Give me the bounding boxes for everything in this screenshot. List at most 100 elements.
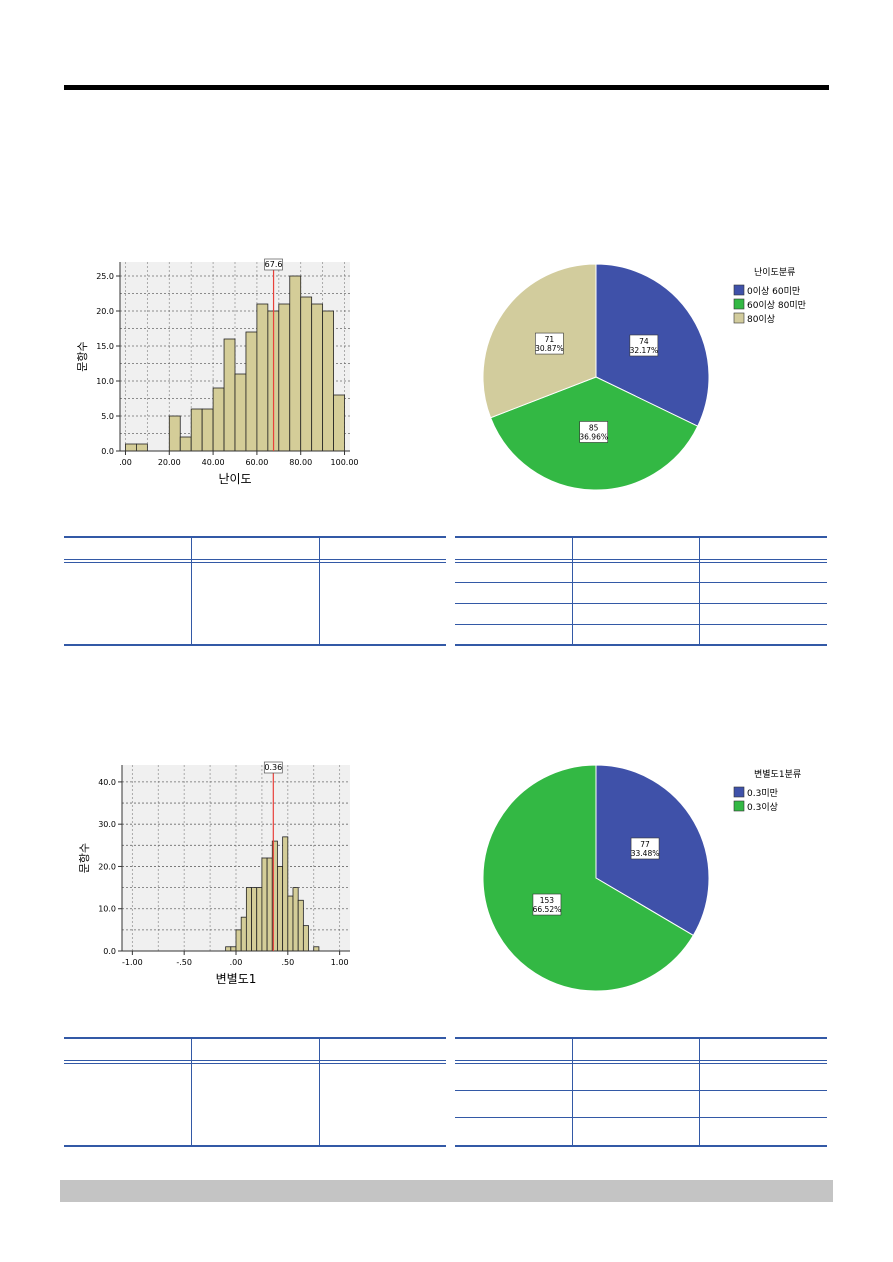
pie-label-box [532,893,562,916]
histogram-bar [282,836,289,952]
pie-label-box [535,332,564,355]
histogram-bar [297,899,304,952]
mean-label-box [264,258,283,271]
pie-slice [482,764,695,992]
x-tick-label: -.50 [176,958,192,967]
x-tick-label: .00 [230,958,243,967]
difficulty-histogram: .00 20.00 40.00 60.00 80.00 100.00 0.0 5.0 10.0 1… [76,258,359,486]
discrimination-frequency-table [455,1037,827,1149]
histogram-bar [212,387,225,452]
histogram-bar [240,916,247,952]
pie-label-count: 153 [540,896,555,905]
pie-label-box [629,334,659,357]
histogram-bar [125,443,137,452]
pie-label-percent: 30.87% [535,344,564,353]
histogram-bar [235,929,242,952]
histogram-bar [278,303,291,452]
y-tick-label: 20.0 [98,862,116,871]
legend-title: 난이도분류 [754,267,795,278]
x-tick-label: 1.00 [331,958,349,967]
footer-bar [60,1180,833,1202]
histogram-bar [251,887,258,952]
y-tick-label: 10.0 [98,905,116,914]
legend-label: 0.3이상 [747,802,778,813]
x-axis-title: 변별도1 [216,972,257,986]
histogram-bar [179,436,192,452]
histogram-bar [322,310,334,452]
histogram-bar [287,895,294,952]
pie-label-count: 77 [640,840,650,849]
x-tick-label: 60.00 [245,458,268,467]
legend-title: 변별도1분류 [754,769,801,780]
difficulty-frequency-table [455,536,827,648]
histogram-bar [225,946,232,952]
histogram-bar [289,275,302,452]
x-tick-label: .50 [281,958,294,967]
y-tick-label: 10.0 [96,377,114,386]
pie-label-count: 74 [639,337,649,346]
legend-swatch [733,312,745,324]
histogram-bar [311,303,324,452]
mean-label-box [263,761,283,774]
pie-label-percent: 66.52% [533,905,562,914]
pie-label-percent: 36.96% [579,432,608,441]
legend-swatch [733,284,745,296]
legend-label: 80이상 [747,314,775,325]
y-tick-label: 30.0 [98,820,116,829]
header-rule [64,85,829,90]
histogram-bar [313,946,320,952]
discrimination-stats-table [64,1037,446,1149]
histogram-bar [302,925,309,952]
x-tick-label: -1.00 [122,958,143,967]
y-tick-label: 20.0 [96,307,114,316]
x-tick-label: 80.00 [289,458,312,467]
histogram-bar [256,887,263,952]
y-tick-label: 5.0 [101,412,114,421]
pie-label-percent: 32.17% [630,346,659,355]
histogram-bar [201,408,214,452]
pie-label-percent: 33.48% [631,849,660,858]
pie-label-box [579,421,608,443]
difficulty-stats-table [64,536,446,648]
histogram-bar [245,887,252,952]
y-axis-title: 문항수 [78,843,91,873]
legend-label: 60이상 80미만 [747,300,806,311]
y-tick-label: 0.0 [101,447,114,456]
y-tick-label: 40.0 [98,778,116,787]
histogram-bar [333,394,345,452]
discrimination-histogram: -1.00 -.50 .00 .50 1.00 0.0 10.0 20.0 30.0 40.0 0.… [78,761,350,986]
pie-label-box [630,837,660,860]
legend-swatch [733,800,745,812]
y-axis-title: 문항수 [76,341,89,371]
histogram-bar [300,296,313,452]
x-tick-label: .00 [119,458,132,467]
x-tick-label: 100.00 [331,458,359,467]
histogram-bar [292,887,299,952]
histogram-bar [256,303,269,452]
histogram-bar [261,857,268,952]
y-tick-label: 25.0 [96,272,114,281]
y-tick-label: 15.0 [96,342,114,351]
histogram-bar [190,408,203,452]
histogram-bar [277,866,284,952]
legend-label: 0이상 60미만 [747,286,800,297]
legend-swatch [733,786,745,798]
mean-label: 0.36 [264,763,282,772]
histogram-bar [266,857,273,952]
histogram-bar [223,338,236,452]
x-axis-title: 난이도 [218,472,251,486]
histogram-bar [230,946,237,952]
legend-swatch [733,298,745,310]
x-tick-label: 40.00 [202,458,225,467]
pie-label-count: 85 [589,423,599,432]
y-tick-label: 0.0 [103,947,116,956]
legend-label: 0.3미만 [747,788,778,799]
histogram-bar [245,331,258,452]
histogram-bar [136,443,148,452]
histogram-bar [234,373,247,452]
pie-label-count: 71 [545,335,555,344]
x-tick-label: 20.00 [158,458,181,467]
mean-label: 67.6 [265,260,283,269]
